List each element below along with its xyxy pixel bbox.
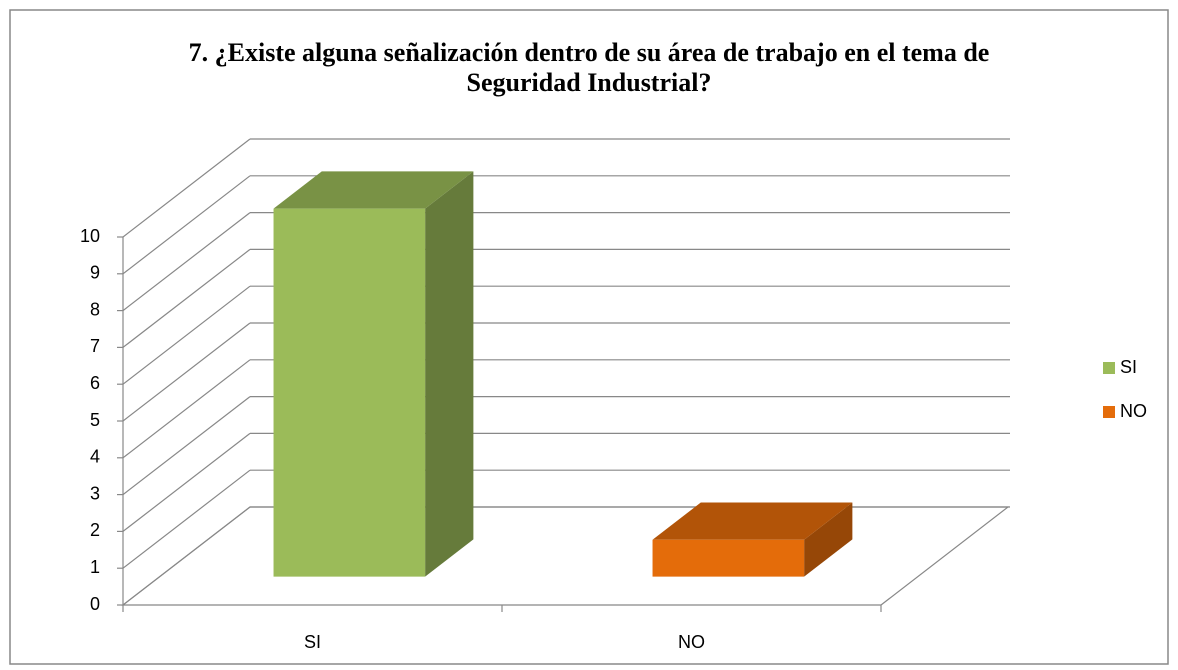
x-tick-label: SI <box>304 632 321 652</box>
legend-swatch <box>1103 406 1115 418</box>
y-tick-label: 1 <box>90 557 100 577</box>
y-tick-label: 9 <box>90 263 100 283</box>
y-tick-label: 10 <box>80 226 100 246</box>
x-tick-label: NO <box>678 632 705 652</box>
grid-line-side <box>122 432 251 532</box>
grid-line-side <box>122 359 251 459</box>
bar-side <box>804 502 853 577</box>
y-tick-label: 3 <box>90 483 100 503</box>
chart-border <box>9 9 1169 665</box>
y-tick-label: 4 <box>90 447 100 467</box>
bar-top <box>273 171 474 209</box>
y-tick-label: 5 <box>90 410 100 430</box>
bar <box>652 502 853 577</box>
grid-line-side <box>122 322 251 422</box>
bar-front <box>273 208 426 577</box>
grid-line-side <box>122 506 251 606</box>
grid-line-side <box>122 138 251 238</box>
grid-line-side <box>122 396 251 496</box>
bar <box>273 171 474 577</box>
y-tick-label: 6 <box>90 373 100 393</box>
grid-line-side <box>122 175 251 275</box>
legend-swatch <box>1103 362 1115 374</box>
y-tick-label: 2 <box>90 520 100 540</box>
bar-side <box>425 171 474 577</box>
legend-label: SI <box>1120 357 1137 377</box>
y-tick-label: 7 <box>90 336 100 356</box>
y-tick-label: 8 <box>90 299 100 319</box>
grid-line-side <box>122 212 251 312</box>
grid-line-side <box>122 248 251 348</box>
bar-front <box>652 539 805 577</box>
y-tick-label: 0 <box>90 594 100 614</box>
chart-title: 7. ¿Existe alguna señalización dentro de… <box>188 38 990 97</box>
grid-line-side <box>122 285 251 385</box>
bar-top <box>652 502 853 540</box>
grid-line-side <box>122 469 251 569</box>
legend-label: NO <box>1120 401 1147 421</box>
